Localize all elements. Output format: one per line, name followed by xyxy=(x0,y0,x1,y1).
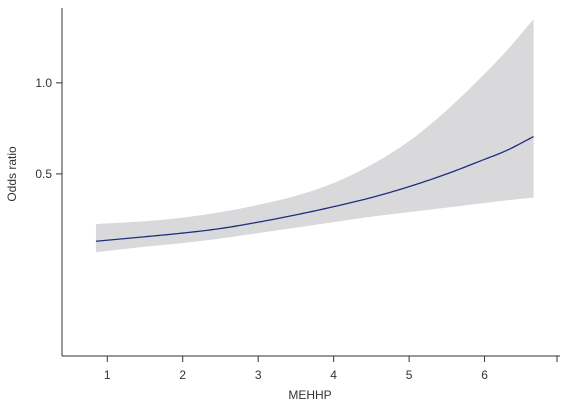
y-axis-ticks: 0.5 1.0 xyxy=(35,76,62,181)
x-tick-label: 2 xyxy=(179,368,186,382)
x-tick-label: 6 xyxy=(481,368,488,382)
x-tick-label: 1 xyxy=(104,368,111,382)
y-axis-label: Odds ratio xyxy=(5,146,19,202)
x-axis-ticks: 1 2 3 4 5 6 xyxy=(104,356,558,382)
confidence-band xyxy=(95,19,534,253)
y-tick-label: 1.0 xyxy=(35,76,52,90)
x-axis-label: MEHHP xyxy=(288,388,331,402)
x-tick-label: 3 xyxy=(255,368,262,382)
odds-ratio-line xyxy=(95,135,534,242)
plot-area xyxy=(95,19,534,253)
x-tick-label: 4 xyxy=(330,368,337,382)
x-tick-label: 5 xyxy=(406,368,413,382)
y-tick-label: 0.5 xyxy=(35,167,52,181)
